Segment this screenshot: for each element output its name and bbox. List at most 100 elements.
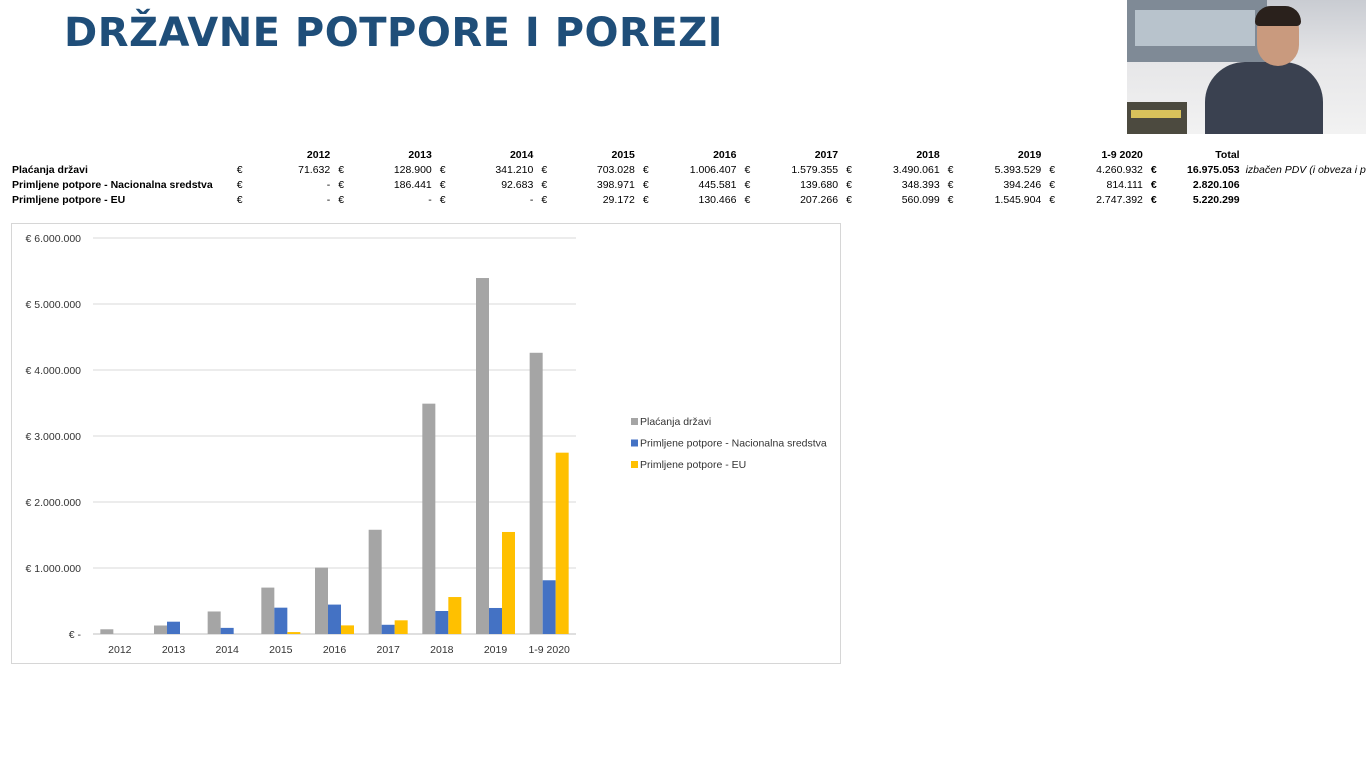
y-tick-label: € - [69,629,82,641]
currency-symbol: € [236,179,243,191]
table-header-year: 2012 [306,149,331,161]
currency-symbol: € [236,194,243,206]
table-row: Primljene potpore - EU € - € - € - €29.172 €130.… [12,193,1366,208]
bar [341,625,354,634]
table-cell-value: 3.490.061 [892,164,940,176]
table-header-total: Total [1215,149,1240,161]
currency-symbol: € [236,164,243,176]
slide-title: DRŽAVNE POTPORE I POREZI [64,10,724,56]
bar [422,403,436,634]
bar-chart: € - € 1.000.000 € 2.000.000 € 3.000.000 € 4.… [26,233,827,656]
table-row: Primljene potpore - Nacionalna sredstva €… [12,178,1366,193]
table-header-row: 2012 2013 2014 2015 2016 2017 2018 2019 … [12,148,1366,163]
table-cell-total: 2.820.106 [1192,179,1240,191]
table-header-year: 1-9 2020 [1101,149,1143,161]
row-label: Primljene potpore - Nacionalna sredstva [12,179,213,191]
currency-symbol: € [846,179,852,191]
table-cell-value: - [529,194,534,206]
currency-symbol: € [744,179,751,191]
bar [502,531,515,634]
y-tick-label: € 3.000.000 [26,431,82,443]
legend-swatch [631,461,638,468]
table-header-year: 2016 [713,149,737,161]
bar [220,627,234,634]
bar [274,607,288,634]
currency-symbol: € [541,179,548,191]
x-tick-label: 2012 [108,644,132,656]
currency-symbol: € [846,194,852,206]
currency-symbol: € [439,179,446,191]
bar [381,624,395,634]
currency-symbol: € [1049,164,1056,176]
table-cell-value: 71.632 [298,164,331,176]
table-cell-value: 130.466 [698,194,737,206]
x-tick-label: 2018 [430,644,454,656]
bar [435,611,449,634]
bar [529,352,543,634]
table-row: Plaćanja državi €71.632 €128.900 €341.210 €7… [12,163,1366,178]
legend-swatch [631,439,638,447]
row-label: Primljene potpore - EU [12,194,126,206]
table-cell-value: 1.579.355 [791,164,839,176]
table-header-year: 2014 [509,149,534,161]
row-note [1240,193,1366,208]
x-tick-label: 2013 [162,644,186,656]
bar [555,452,569,634]
currency-symbol: € [439,164,446,176]
table-cell-value: 560.099 [901,194,940,206]
currency-symbol: € [338,164,345,176]
table-header-year: 2013 [408,149,432,161]
currency-symbol: € [338,179,345,191]
currency-symbol: € [947,194,954,206]
bar [315,567,328,634]
currency-symbol: € [642,179,649,191]
bar [261,587,275,634]
x-tick-label: 2015 [269,644,293,656]
bar [287,632,301,634]
currency-symbol: € [338,194,345,206]
currency-symbol: € [1049,179,1056,191]
x-tick-label: 2016 [323,644,347,656]
currency-symbol: € [642,194,649,206]
table-cell-value: 186.441 [393,179,432,191]
legend-swatch [631,418,638,425]
bar [154,625,167,634]
table-header-empty [12,148,237,163]
table-cell-value: - [428,194,432,206]
bar [167,621,180,634]
row-note [1240,178,1366,193]
webcam-background-shelf [1127,102,1187,134]
table-cell-value: 394.246 [1003,179,1042,191]
bar [368,529,382,634]
bar [100,629,114,634]
webcam-background-shelf-item [1131,110,1181,118]
table-cell-total: 5.220.299 [1192,194,1240,206]
webcam-person-body [1205,62,1323,134]
table-cell-value: 139.680 [800,179,839,191]
currency-symbol: € [642,164,649,176]
legend-label: Plaćanja državi [640,416,711,428]
x-tick-label: 1-9 2020 [528,644,570,656]
table-cell-value: 445.581 [698,179,737,191]
webcam-background-window-pane [1135,10,1255,46]
table-cell-value: 207.266 [800,194,839,206]
row-label: Plaćanja državi [12,164,88,176]
currency-symbol: € [1150,179,1157,191]
currency-symbol: € [947,164,954,176]
table-cell-value: 348.393 [901,179,940,191]
y-tick-label: € 4.000.000 [26,365,82,377]
table-cell-value: 2.747.392 [1096,194,1143,206]
currency-symbol: € [744,194,751,206]
bar [476,278,489,634]
table-header-year: 2017 [814,149,839,161]
webcam-person-hair [1255,6,1301,26]
y-tick-label: € 1.000.000 [26,563,82,575]
bar [542,580,556,634]
y-tick-label: € 2.000.000 [26,497,82,509]
table-header-year: 2015 [611,149,635,161]
table-cell-value: 128.900 [393,164,432,176]
bar [489,607,502,634]
bar [207,611,221,634]
currency-symbol: € [439,194,446,206]
currency-symbol: € [1150,164,1157,176]
